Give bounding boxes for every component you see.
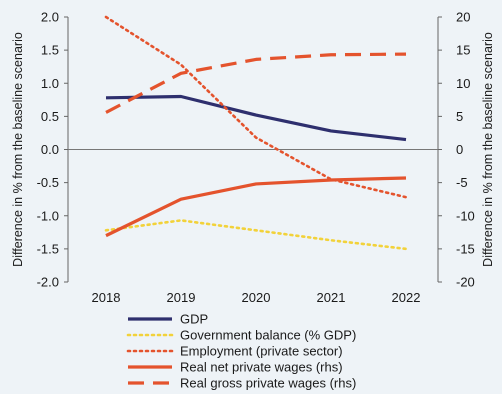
series-line-5 [105, 52, 407, 114]
series-line-3 [104, 15, 408, 199]
left-tick-label: 2.0 [41, 10, 59, 25]
x-tick-label: 2021 [317, 290, 346, 305]
legend-label: Employment (private sector) [180, 344, 343, 359]
left-tick-label: 1.5 [41, 43, 59, 58]
legend-label: Government balance (% GDP) [180, 328, 356, 343]
legend-item: Government balance (% GDP) [126, 328, 356, 343]
left-tick-label: -2.0 [37, 275, 59, 290]
left-tick-label: 0.5 [41, 109, 59, 124]
right-tick-label: -15 [456, 241, 475, 256]
legend-label: Real net private wages (rhs) [180, 360, 343, 375]
x-tick-label: 2022 [392, 290, 421, 305]
legend-label: GDP [180, 312, 208, 327]
right-tick-label: 10 [456, 76, 470, 91]
right-tick-label: 0 [456, 142, 463, 157]
y-axis-label-right: Difference in % from the baseline scenar… [481, 32, 495, 267]
x-tick-label: 2020 [242, 290, 271, 305]
series-layer [104, 15, 408, 251]
x-tick-labels: 2018 2019 2020 2021 2022 [92, 290, 421, 305]
right-tick-label: 5 [456, 109, 463, 124]
legend-item: Employment (private sector) [126, 344, 343, 359]
series-line-4 [105, 176, 407, 238]
right-tick-label: 15 [456, 43, 470, 58]
left-tick-label: -1.0 [37, 208, 59, 223]
x-tick-label: 2019 [167, 290, 196, 305]
right-tick-label: -5 [456, 175, 468, 190]
right-tick-label: -20 [456, 275, 475, 290]
left-tick-label: 0.0 [41, 142, 59, 157]
series-line-1 [105, 94, 407, 142]
left-tick-label: -0.5 [37, 175, 59, 190]
legend-label: Real gross private wages (rhs) [180, 376, 356, 391]
series-line-2 [104, 219, 408, 251]
x-tick-label: 2018 [92, 290, 121, 305]
left-tick-label: -1.5 [37, 241, 59, 256]
left-tick-label: 1.0 [41, 76, 59, 91]
right-tick-label: -10 [456, 208, 475, 223]
legend-item: Real gross private wages (rhs) [128, 376, 356, 391]
right-tick-label: 20 [456, 10, 470, 25]
left-tick-labels: 2.0 1.5 1.0 0.5 0.0 -0.5 -1.0 -1.5 -2.0 [37, 10, 68, 290]
right-tick-labels: 20 15 10 5 0 -5 -10 -15 -20 [438, 10, 475, 290]
legend-item: GDP [128, 312, 208, 327]
y-axis-label-left: Difference in % from the baseline scenar… [11, 32, 25, 267]
legend-item: Real net private wages (rhs) [128, 360, 343, 375]
